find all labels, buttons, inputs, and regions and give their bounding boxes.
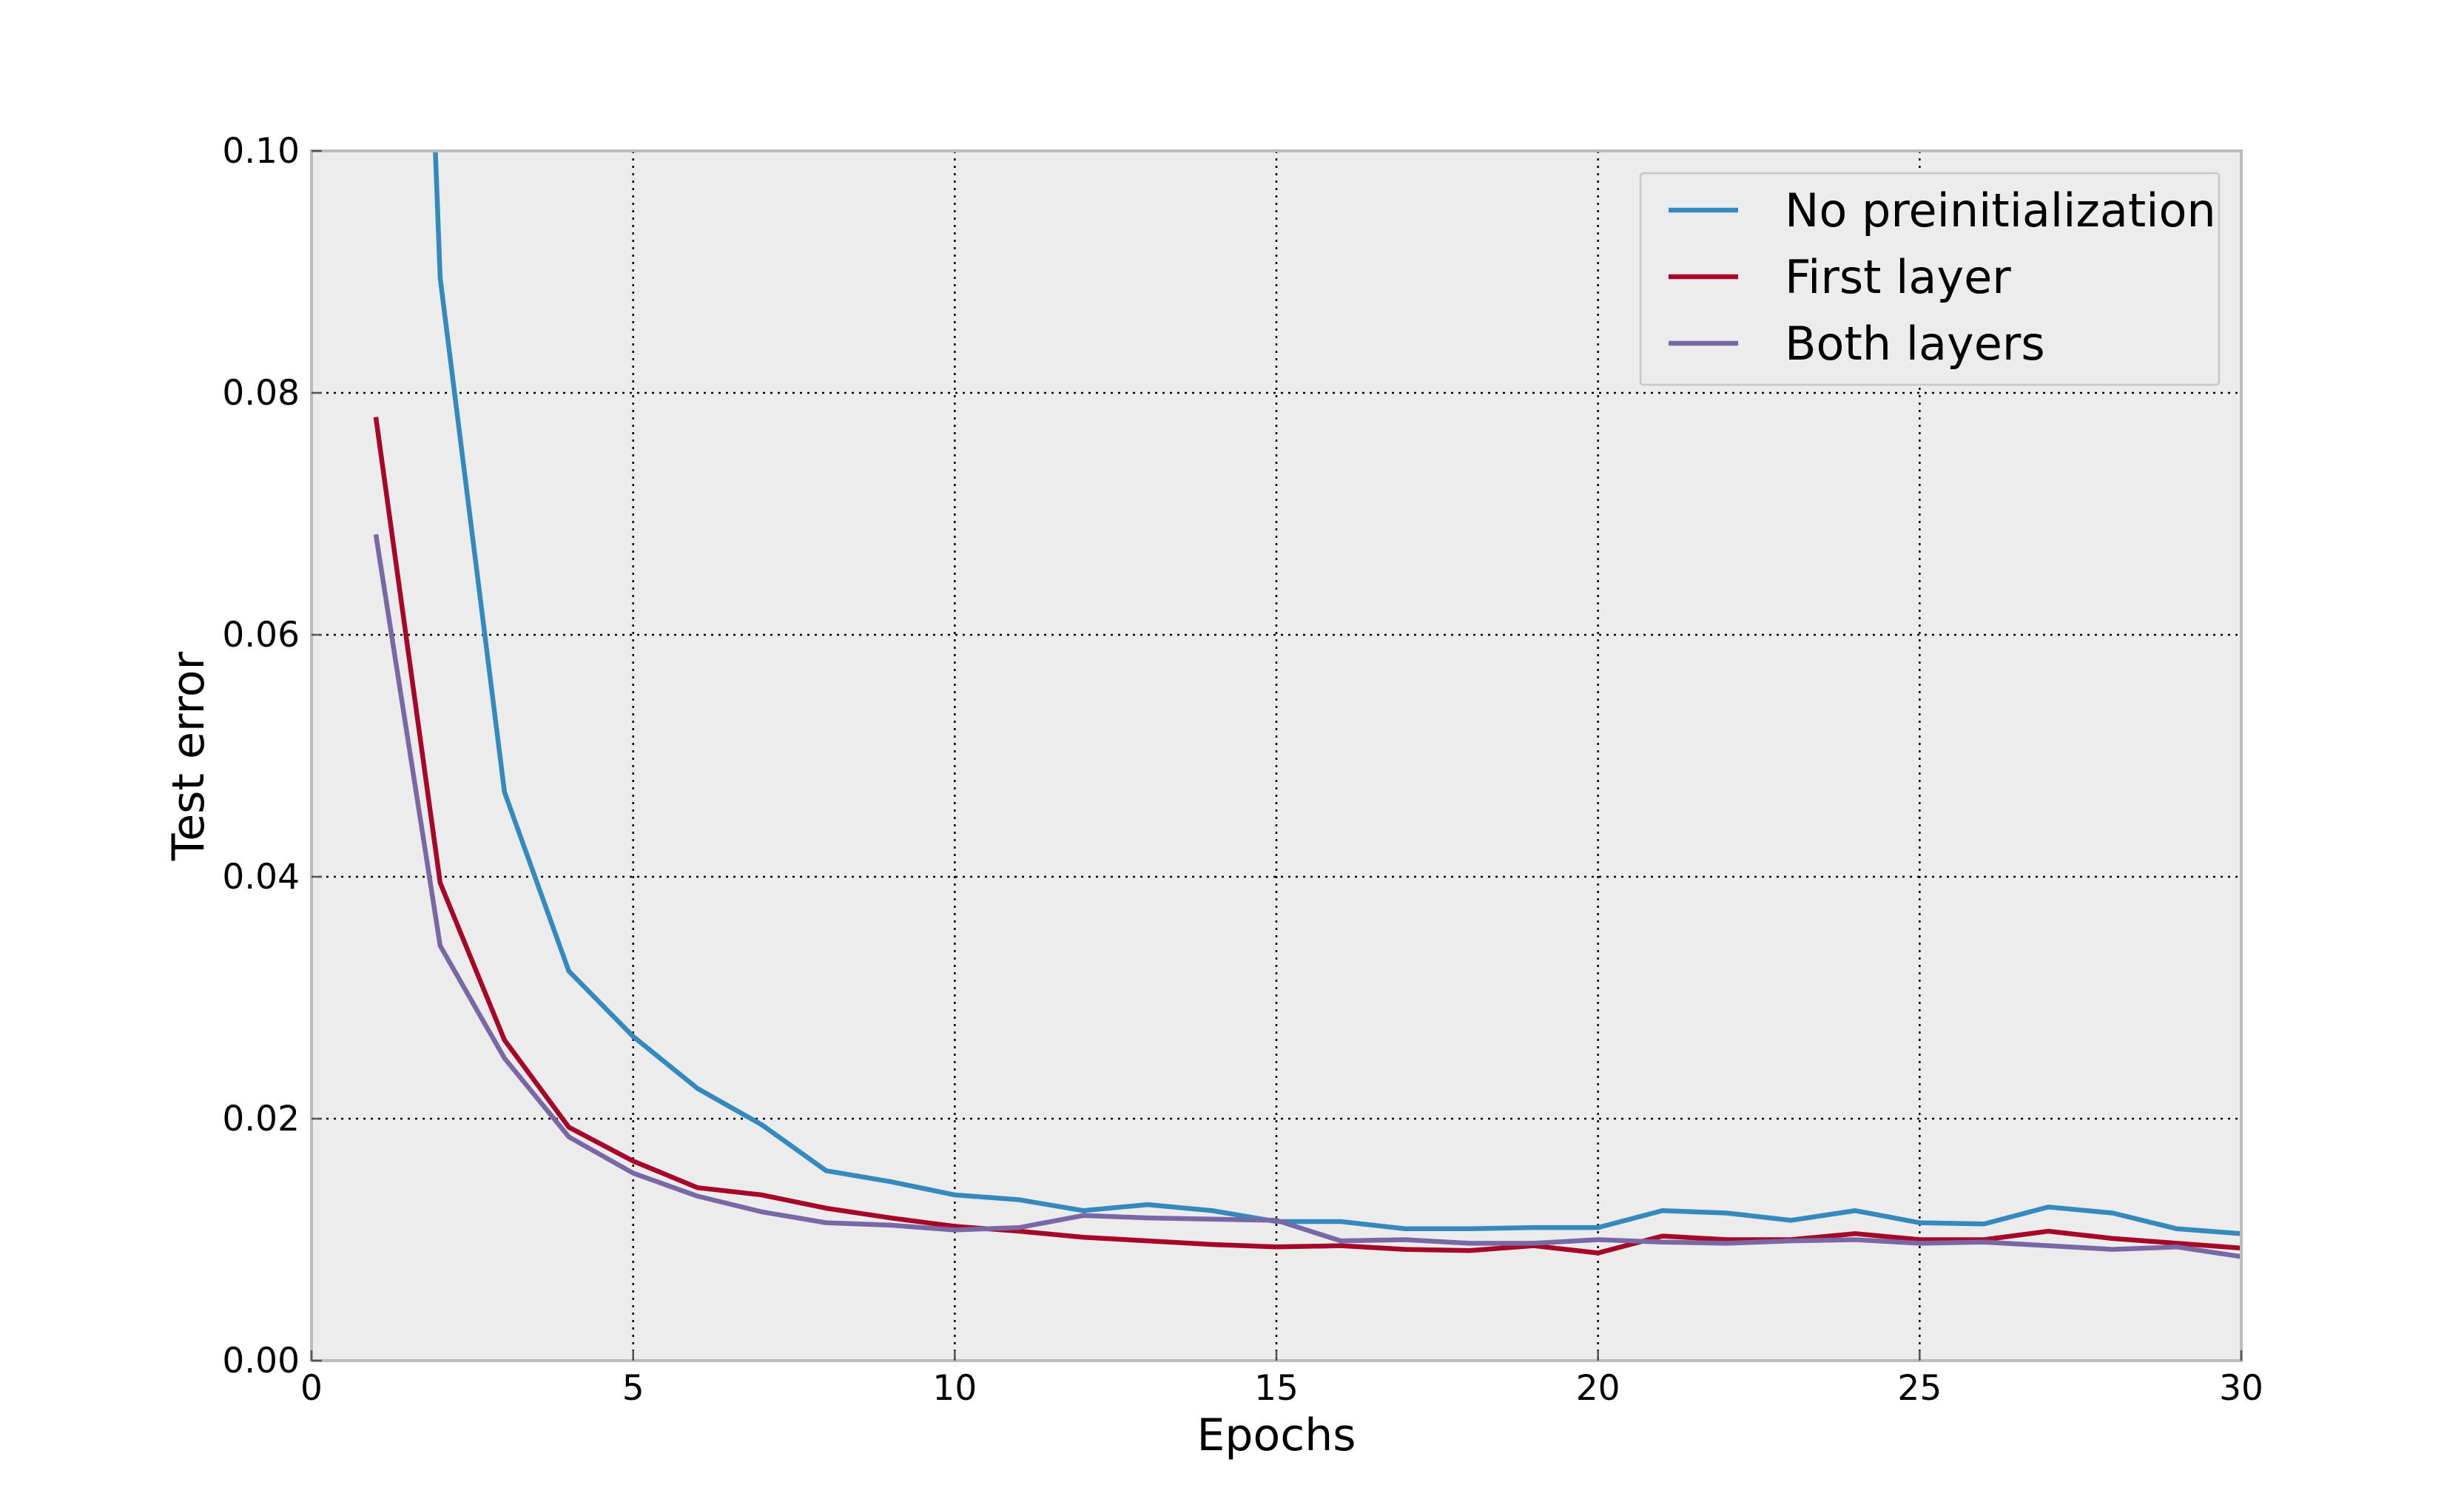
- y-tick-label: 0.06: [222, 615, 300, 656]
- x-tick-label: 10: [932, 1368, 977, 1409]
- y-tick-label: 0.02: [222, 1099, 300, 1139]
- ticks: 0 5 10 15 20 25 30 0.00 0.02 0.04 0.06 0.08 0.10: [222, 131, 2263, 1409]
- series-line: [433, 151, 2241, 1236]
- y-tick-label: 0.10: [222, 131, 300, 172]
- series-line: [373, 533, 2241, 1259]
- x-tick-label: 25: [1897, 1368, 1942, 1409]
- legend-label: No preinitialization: [1785, 183, 2216, 238]
- legend-box: [1639, 172, 2221, 386]
- y-axis-label: Test error: [163, 651, 215, 861]
- x-tick-label: 15: [1254, 1368, 1299, 1409]
- y-tick-label: 0.00: [222, 1341, 300, 1381]
- x-axis-label: Epochs: [1197, 1409, 1356, 1461]
- legend: No preinitialization First layer Both laye…: [1639, 172, 2221, 386]
- series-line: [373, 417, 2241, 1256]
- legend-label: First layer: [1785, 250, 2011, 304]
- legend-label: Both layers: [1785, 317, 2045, 371]
- x-tick-label: 30: [2219, 1368, 2263, 1409]
- y-tick-label: 0.04: [222, 857, 300, 897]
- x-tick-label: 20: [1576, 1368, 1620, 1409]
- y-tick-label: 0.08: [222, 373, 300, 414]
- x-tick-label: 0: [300, 1368, 323, 1409]
- lines: [373, 151, 2241, 1259]
- x-tick-label: 5: [622, 1368, 644, 1409]
